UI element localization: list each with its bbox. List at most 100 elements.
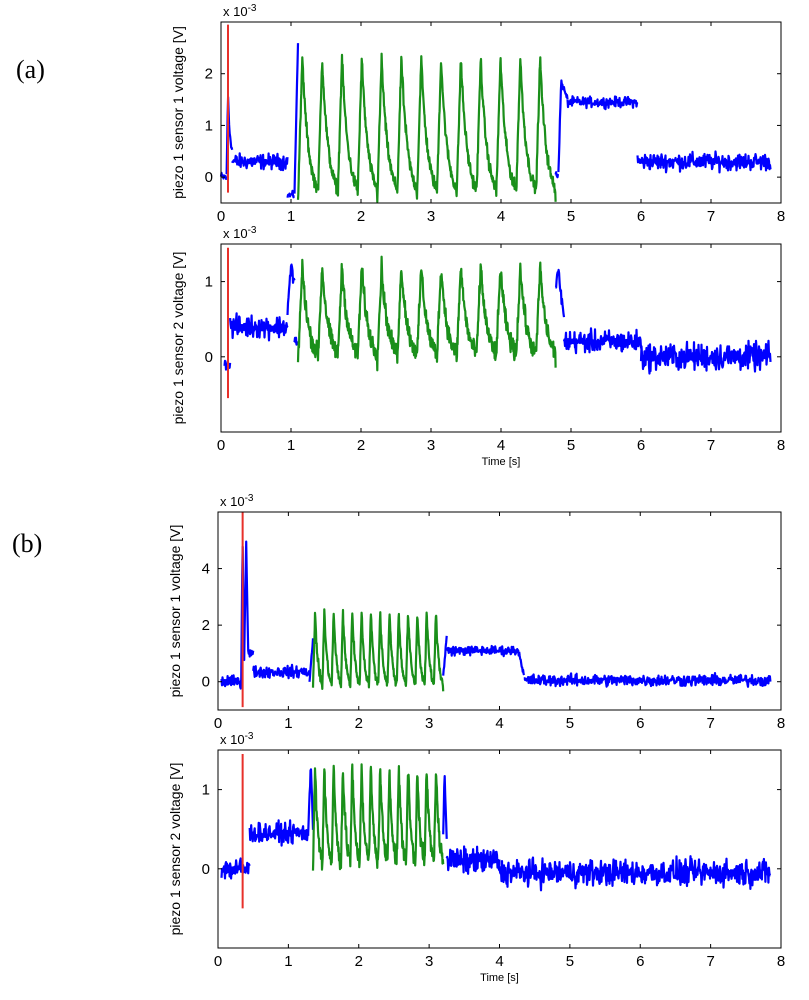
x-tick-label: 5 <box>567 437 575 454</box>
series-signal-line <box>293 336 300 346</box>
series-signal-line <box>636 150 772 174</box>
x-tick-label: 5 <box>566 953 574 970</box>
plot-area-frame <box>217 749 782 949</box>
x-tick-label: 0 <box>214 715 222 732</box>
series-signal-line <box>554 268 566 318</box>
series-cycles-line <box>296 52 557 203</box>
series-signal-line <box>307 768 315 836</box>
x-tick-label: 7 <box>706 715 714 732</box>
series-signal-line <box>498 855 772 892</box>
x-tick-label: 7 <box>706 953 714 970</box>
y-axis-label: piezo 1 sensor 2 voltage [V] <box>170 252 186 425</box>
scale-factor-base: x 10 <box>220 494 245 509</box>
x-tick-label: 1 <box>287 208 295 225</box>
series-signal-line <box>220 857 251 880</box>
x-tick-label: 6 <box>636 715 644 732</box>
x-tick-label: 0 <box>217 437 225 454</box>
panel-label-b: (b) <box>12 529 42 558</box>
series-signal-line <box>293 43 300 194</box>
series-signal-line <box>445 845 501 875</box>
x-tick-label: 5 <box>566 715 574 732</box>
y-axis-label: piezo 1 sensor 1 voltage [V] <box>167 525 183 698</box>
series-cycles-line <box>311 608 445 692</box>
series-cycles-line <box>311 763 445 871</box>
series-signal-line <box>231 152 289 172</box>
series-signal-line <box>286 263 296 316</box>
x-tick-label: 2 <box>355 715 363 732</box>
series-signal-line <box>446 644 521 658</box>
x-tick-label: 5 <box>567 208 575 225</box>
y-tick-label: 0 <box>202 674 210 691</box>
scale-factor-base: x 10 <box>223 4 248 19</box>
series-signal-line <box>518 651 526 676</box>
y-tick-label: 1 <box>205 274 213 291</box>
x-tick-label: 8 <box>777 953 785 970</box>
series-signal-line <box>557 79 569 173</box>
x-tick-label: 3 <box>425 715 433 732</box>
x-tick-label: 8 <box>777 208 785 225</box>
chart-b-sensor-2: 0 1 2 3 4 5 6 7 8 0 1 x 10-3 piezo 1 sensor 2 voltag… <box>167 731 785 984</box>
x-tick-label: 1 <box>284 953 292 970</box>
x-tick-label: 2 <box>355 953 363 970</box>
series-signal-line <box>308 638 315 682</box>
series-signal-line <box>286 189 296 199</box>
y-tick-label: 2 <box>205 66 213 83</box>
series-signal-line <box>562 327 643 355</box>
y-axis-label: piezo 1 sensor 2 voltage [V] <box>167 763 183 936</box>
series-signal-line <box>554 171 560 179</box>
scale-factor-base: x 10 <box>220 732 245 747</box>
y-tick-label: 0 <box>205 349 213 366</box>
series-signal-line <box>229 312 289 342</box>
series-signal-line <box>566 95 639 111</box>
x-tick-label: 2 <box>357 437 365 454</box>
scale-factor-label: x 10-3 <box>223 3 257 19</box>
x-tick-label: 7 <box>707 208 715 225</box>
series-signal-line <box>639 339 772 375</box>
scale-factor-label: x 10-3 <box>220 731 254 747</box>
scale-factor-exponent: -3 <box>245 493 254 504</box>
x-tick-label: 7 <box>707 437 715 454</box>
x-tick-label: 2 <box>357 208 365 225</box>
y-tick-label: 2 <box>202 617 210 634</box>
series-signal-line <box>442 774 448 839</box>
scale-factor-label: x 10-3 <box>223 225 257 241</box>
x-axis-label: Time [s] <box>482 456 521 468</box>
x-tick-label: 4 <box>495 715 503 732</box>
scale-factor-exponent: -3 <box>245 731 254 742</box>
x-tick-label: 8 <box>777 715 785 732</box>
x-tick-label: 4 <box>495 953 503 970</box>
y-axis-label: piezo 1 sensor 1 voltage [V] <box>170 26 186 199</box>
series-signal-line <box>442 635 448 676</box>
x-tick-label: 3 <box>427 437 435 454</box>
scale-factor-exponent: -3 <box>248 3 257 14</box>
x-tick-label: 3 <box>425 953 433 970</box>
x-tick-label: 1 <box>287 437 295 454</box>
series-signal-line <box>248 819 310 847</box>
x-tick-label: 6 <box>637 437 645 454</box>
y-tick-label: 1 <box>205 117 213 134</box>
chart-a-sensor-1: 0 1 2 3 4 5 6 7 8 0 1 2 x 10-3 piezo 1 sensor 1 volta… <box>170 3 785 225</box>
series-cycles-line <box>296 255 557 372</box>
scale-factor-exponent: -3 <box>248 225 257 236</box>
series-signal-line <box>220 674 243 690</box>
x-tick-label: 6 <box>636 953 644 970</box>
y-tick-label: 0 <box>205 169 213 186</box>
x-axis-label: Time [s] <box>480 972 519 984</box>
scale-factor-label: x 10-3 <box>220 493 254 509</box>
x-tick-label: 0 <box>214 953 222 970</box>
x-tick-label: 8 <box>777 437 785 454</box>
y-tick-label: 4 <box>202 561 210 578</box>
y-tick-label: 0 <box>202 861 210 878</box>
chart-b-sensor-1: 0 1 2 3 4 5 6 7 8 0 2 4 x 10-3 piezo 1 sensor 1 volta… <box>167 493 785 732</box>
x-tick-label: 1 <box>284 715 292 732</box>
x-tick-label: 0 <box>217 208 225 225</box>
chart-a-sensor-2: 0 1 2 3 4 5 6 7 8 0 1 x 10-3 piezo 1 sensor 2 voltag… <box>170 225 785 468</box>
series-signal-line <box>523 671 772 688</box>
x-tick-label: 4 <box>497 437 505 454</box>
x-tick-label: 4 <box>497 208 505 225</box>
y-tick-label: 1 <box>202 782 210 799</box>
series-signal-line <box>252 663 311 680</box>
x-tick-label: 3 <box>427 208 435 225</box>
x-tick-label: 6 <box>637 208 645 225</box>
